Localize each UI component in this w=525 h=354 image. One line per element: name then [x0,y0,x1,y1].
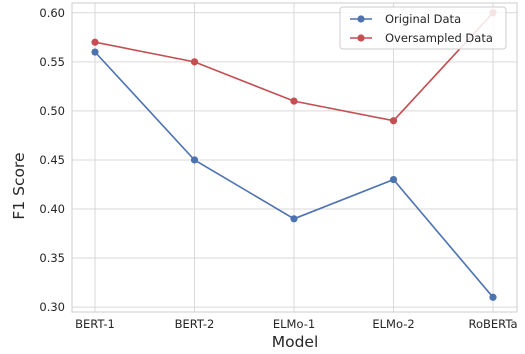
legend-box [339,6,507,50]
y-tick-label: 0.35 [39,251,65,265]
grid-lines [72,3,517,312]
x-tick-label: BERT-2 [175,317,215,331]
legend-marker-original [357,15,365,23]
y-tick-label: 0.55 [39,55,65,69]
y-axis-label: F1 Score [10,152,28,219]
legend-marker-oversampled [357,34,365,42]
data-point-series-0 [489,293,497,301]
legend-label-oversampled: Oversampled Data [385,31,493,45]
y-tick-label: 0.45 [39,153,65,167]
data-point-series-0 [190,156,199,164]
y-tick-labels: 0.30 0.35 0.40 0.45 0.50 0.55 0.60 [39,6,65,314]
data-point-series-1 [190,58,199,66]
x-tick-label: RoBERTa [469,317,518,331]
y-tick-label: 0.60 [39,6,65,20]
data-point-series-1 [91,38,99,46]
x-tick-label: ELMo-1 [273,317,315,331]
plot-border [71,2,518,313]
series-layer [91,9,497,301]
plot-frame [71,2,518,313]
x-axis-label: Model [272,333,319,351]
legend-label-original: Original Data [385,12,461,26]
y-tick-label: 0.40 [39,202,65,216]
x-tick-label: BERT-1 [75,317,115,331]
data-point-series-0 [389,175,398,184]
data-point-series-0 [290,215,298,223]
x-tick-labels: BERT-1 BERT-2 ELMo-1 ELMo-2 RoBERTa [75,317,517,331]
y-tick-label: 0.30 [39,300,65,314]
y-tick-label: 0.50 [39,104,65,118]
x-tick-label: ELMo-2 [372,317,414,331]
data-point-series-0 [91,48,99,56]
data-point-series-1 [290,97,298,105]
data-point-series-1 [389,117,398,125]
legend: Original Data Oversampled Data [339,6,507,50]
